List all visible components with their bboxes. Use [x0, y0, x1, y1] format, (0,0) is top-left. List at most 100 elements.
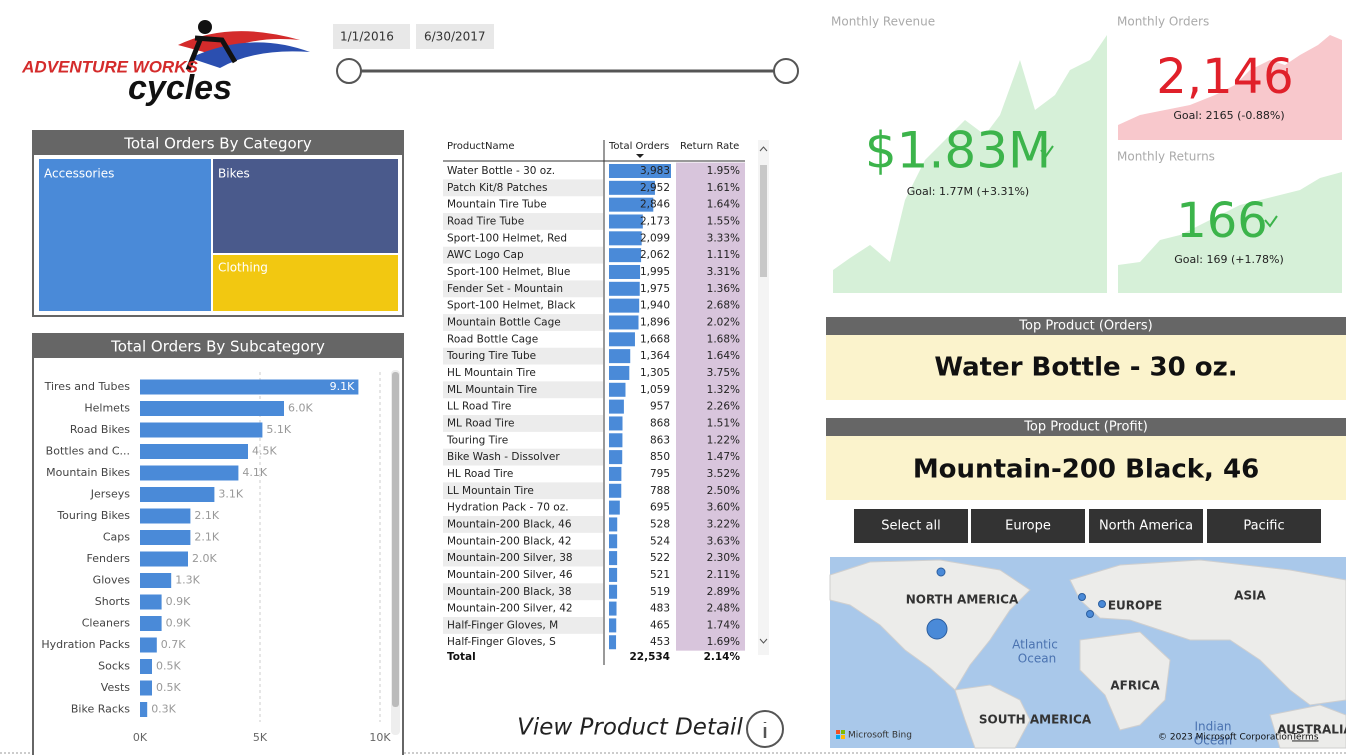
cell-product[interactable]: ML Road Tire [447, 417, 515, 429]
bar[interactable] [140, 530, 191, 545]
cell-orders: 1,940 [640, 300, 670, 312]
cell-orders: 453 [650, 636, 670, 648]
date-end[interactable]: 6/30/2017 [424, 30, 486, 44]
bar[interactable] [140, 659, 152, 674]
region-button-label[interactable]: North America [1099, 519, 1193, 534]
map-bubble[interactable] [1098, 600, 1106, 608]
column-header[interactable]: Total Orders [608, 141, 669, 152]
column-header[interactable]: Return Rate [680, 141, 739, 152]
cell-product[interactable]: Touring Tire [446, 434, 508, 446]
kpi-goal: Goal: 1.77M (+3.31%) [907, 185, 1029, 198]
map-bubble[interactable] [1086, 610, 1094, 618]
cell-product[interactable]: LL Mountain Tire [447, 485, 534, 497]
date-box[interactable] [416, 24, 494, 49]
panel-header [33, 334, 403, 358]
cell-product[interactable]: Water Bottle - 30 oz. [447, 165, 555, 177]
data-bar [609, 315, 639, 330]
scrollbar-thumb[interactable] [392, 372, 399, 707]
cell-product[interactable]: Mountain-200 Silver, 38 [447, 552, 573, 564]
cell-product[interactable]: ML Mountain Tire [447, 384, 537, 396]
cell-product[interactable]: Bike Wash - Dissolver [447, 451, 560, 463]
data-label: 9.1K [330, 380, 355, 393]
data-label: 0.7K [161, 638, 186, 651]
date-box[interactable] [333, 24, 410, 49]
cell-product[interactable]: Mountain Tire Tube [447, 199, 547, 211]
treemap-tile[interactable] [213, 159, 398, 253]
cell-product[interactable]: Sport-100 Helmet, Black [447, 300, 576, 312]
map-terms[interactable]: Terms [1291, 733, 1319, 743]
bar[interactable] [140, 551, 188, 567]
map-bubble[interactable] [1078, 593, 1086, 601]
bar[interactable] [140, 616, 162, 631]
region-button-label[interactable]: Pacific [1243, 519, 1284, 534]
scrollbar-thumb[interactable] [760, 165, 767, 277]
column-header[interactable]: ProductName [447, 141, 514, 152]
cell-product[interactable]: HL Road Tire [447, 468, 513, 480]
date-slicer[interactable]: 1/1/2016 6/30/2017 [333, 24, 799, 84]
cell-product[interactable]: LL Road Tire [447, 401, 511, 413]
cell-product[interactable]: Mountain-200 Silver, 46 [447, 569, 573, 581]
bar[interactable] [140, 573, 172, 588]
cell-orders: 524 [650, 535, 670, 547]
category-label: Mountain Bikes [46, 466, 130, 479]
cell-product[interactable]: Half-Finger Gloves, M [447, 619, 558, 631]
map-bubble[interactable] [936, 567, 946, 577]
card-title: Top Product (Orders) [1018, 319, 1152, 334]
cell-product[interactable]: AWC Logo Cap [447, 249, 524, 261]
top-product-profit: Top Product (Profit) Mountain-200 Black,… [826, 418, 1346, 500]
bar[interactable] [140, 487, 215, 502]
cell-return-rate: 2.89% [707, 586, 740, 598]
cell-product[interactable]: Fender Set - Mountain [447, 283, 563, 295]
cell-product[interactable]: HL Mountain Tire [447, 367, 536, 379]
region-button-label[interactable]: Europe [1005, 519, 1051, 534]
bar[interactable] [140, 444, 248, 459]
cell-product[interactable]: Hydration Pack - 70 oz. [447, 502, 569, 514]
cell-product[interactable]: Mountain-200 Black, 46 [447, 518, 572, 530]
cell-product[interactable]: Sport-100 Helmet, Red [447, 232, 567, 244]
cell-product[interactable]: Road Bottle Cage [447, 333, 538, 345]
treemap-tile[interactable] [213, 255, 398, 311]
view-detail-button[interactable]: View Product Detail [517, 710, 784, 748]
cell-product[interactable]: Road Tire Tube [447, 215, 524, 227]
map-bubble[interactable] [926, 618, 948, 640]
cell-product[interactable]: Mountain Bottle Cage [447, 316, 561, 328]
scroll-arrows[interactable] [759, 146, 768, 644]
cell-product[interactable]: Mountain-200 Black, 38 [447, 586, 572, 598]
info-icon[interactable] [746, 710, 784, 748]
cell-product[interactable]: Mountain-200 Black, 42 [447, 535, 572, 547]
link-text[interactable]: View Product Detail [517, 715, 743, 741]
cell-orders: 3,983 [640, 165, 670, 177]
category-label: Shorts [95, 595, 131, 608]
bar[interactable] [140, 637, 157, 653]
x-tick-label: 5K [253, 731, 268, 744]
cell-product[interactable]: Half-Finger Gloves, S [447, 636, 556, 648]
cell-orders: 519 [650, 586, 670, 598]
region-button-label[interactable]: Select all [881, 519, 940, 534]
cell-product[interactable]: Sport-100 Helmet, Blue [447, 266, 570, 278]
bar[interactable] [140, 508, 191, 524]
bar[interactable] [140, 422, 263, 438]
cell-product[interactable]: Touring Tire Tube [446, 350, 536, 362]
cell-orders: 2,952 [640, 182, 670, 194]
region-button[interactable] [854, 509, 968, 543]
cell-product[interactable]: Patch Kit/8 Patches [447, 182, 547, 194]
scrollbar[interactable] [758, 140, 769, 655]
slider-handle[interactable] [773, 58, 799, 84]
date-start[interactable]: 1/1/2016 [340, 30, 394, 44]
region-button[interactable] [1089, 509, 1203, 543]
region-button[interactable] [1207, 509, 1321, 543]
row-stripe [443, 583, 603, 601]
treemap-tile[interactable] [39, 159, 211, 311]
bar[interactable] [140, 702, 148, 717]
bar[interactable] [140, 379, 359, 395]
region-button[interactable] [971, 509, 1085, 543]
bar[interactable] [140, 465, 239, 481]
bar[interactable] [140, 680, 152, 696]
slider-handle[interactable] [336, 58, 362, 84]
bar[interactable] [140, 594, 162, 610]
bar[interactable] [140, 401, 284, 416]
category-label: Jerseys [90, 488, 131, 501]
cell-product[interactable]: Mountain-200 Silver, 42 [447, 603, 573, 615]
cell-orders: 2,099 [640, 232, 670, 244]
map-copyright: © 2023 Microsoft Corporation [1158, 733, 1293, 743]
